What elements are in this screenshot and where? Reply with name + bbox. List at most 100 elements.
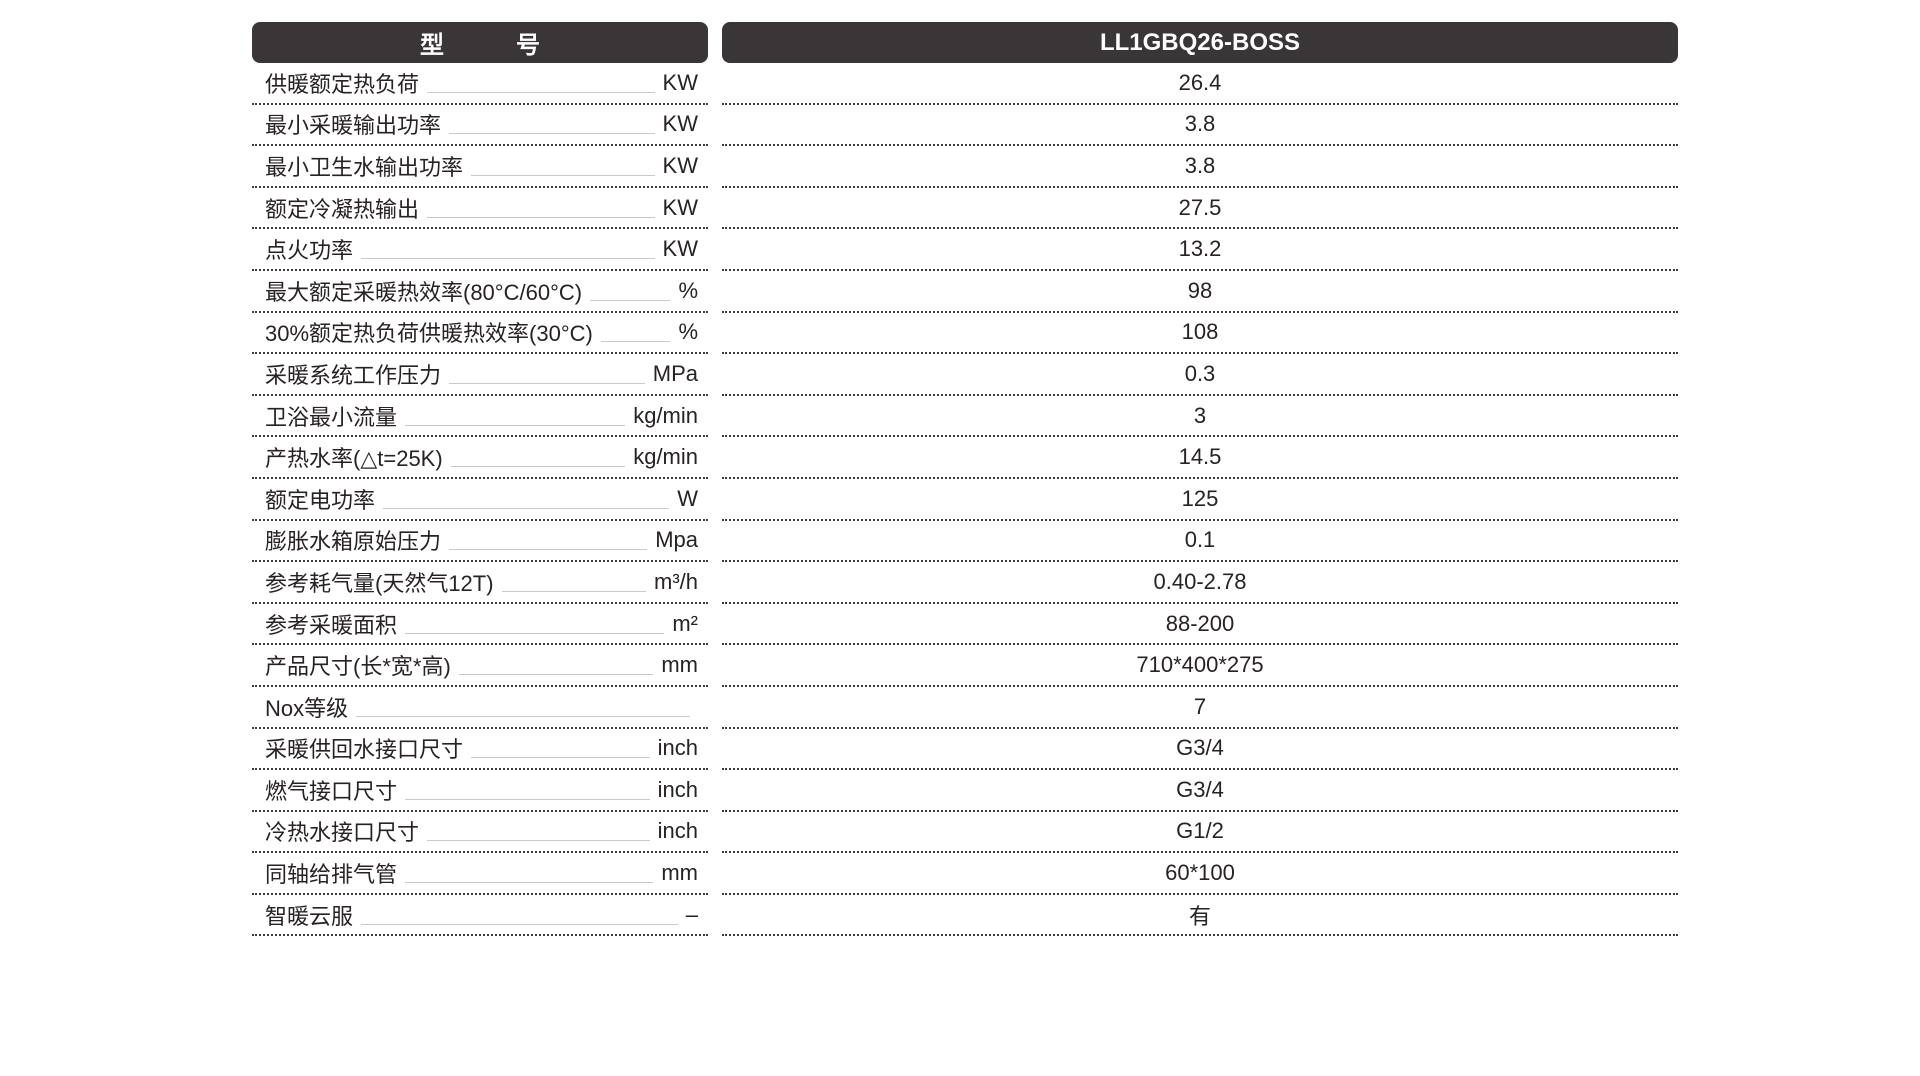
spec-label: 同轴给排气管 xyxy=(265,862,398,888)
spec-label: 冷热水接口尺寸 xyxy=(265,820,420,846)
spec-value: 0.40-2.78 xyxy=(1153,568,1247,594)
spec-unit: inch xyxy=(657,818,698,844)
spec-unit: KW xyxy=(662,111,698,137)
spec-unit: m² xyxy=(672,610,698,636)
spec-label: Nox等级 xyxy=(265,695,349,721)
spec-label: 最小采暖输出功率 xyxy=(265,113,442,139)
spec-labels-column: 型 号 供暖额定热负荷 KW 最小采暖输出功率 KW 最小卫生水输出功率 KW 额定冷凝热输… xyxy=(252,22,708,937)
spec-row-value: 14.5 xyxy=(722,437,1678,479)
spec-unit: % xyxy=(678,319,698,345)
spec-unit: inch xyxy=(657,776,698,802)
leader-line xyxy=(449,114,655,135)
spec-row-label: 采暖系统工作压力 MPa xyxy=(252,354,708,396)
spec-value: 14.5 xyxy=(1178,444,1222,470)
spec-row-value: 125 xyxy=(722,479,1678,521)
spec-label: 智暖云服 xyxy=(265,903,354,929)
leader-line xyxy=(471,738,650,759)
leader-line xyxy=(383,489,670,509)
spec-row-value: G1/2 xyxy=(722,812,1678,854)
spec-value: 7 xyxy=(1193,693,1207,719)
leader-line xyxy=(356,697,690,717)
leader-line xyxy=(427,198,655,218)
leader-line xyxy=(590,281,671,301)
leader-line xyxy=(471,156,655,176)
spec-unit: – xyxy=(685,901,698,927)
spec-row-label: 产品尺寸(长*宽*高) mm xyxy=(252,645,708,687)
spec-unit: inch xyxy=(657,735,698,761)
spec-row-label: 最小采暖输出功率 KW xyxy=(252,105,708,147)
spec-label: 点火功率 xyxy=(265,238,354,264)
spec-row-label: 产热水率(△t=25K) kg/min xyxy=(252,437,708,479)
spec-row-value: G3/4 xyxy=(722,770,1678,812)
model-header-label: 型 号 xyxy=(252,22,708,63)
spec-label: 额定冷凝热输出 xyxy=(265,196,420,222)
leader-line xyxy=(361,239,655,260)
spec-row-label: 采暖供回水接口尺寸 inch xyxy=(252,729,708,771)
spec-row-label: 供暖额定热负荷 KW xyxy=(252,63,708,105)
spec-row-label: 点火功率 KW xyxy=(252,229,708,271)
spec-row-value: 710*400*275 xyxy=(722,645,1678,687)
spec-row-label: Nox等级 xyxy=(252,687,708,729)
spec-value: 27.5 xyxy=(1178,194,1222,220)
leader-line xyxy=(458,655,654,676)
model-header-value: LL1GBQ26-BOSS xyxy=(722,22,1678,63)
spec-label: 采暖系统工作压力 xyxy=(265,362,442,388)
spec-row-value: 有 xyxy=(722,895,1678,937)
leader-line xyxy=(449,530,648,551)
spec-unit: KW xyxy=(662,152,698,178)
spec-label: 最大额定采暖热效率(80°C/60°C) xyxy=(265,279,583,305)
spec-row-value: G3/4 xyxy=(722,729,1678,771)
spec-row-value: 0.40-2.78 xyxy=(722,562,1678,604)
leader-line xyxy=(600,322,671,343)
spec-value: G1/2 xyxy=(1176,818,1224,844)
spec-unit: KW xyxy=(662,194,698,220)
spec-row-label: 参考耗气量(天然气12T) m³/h xyxy=(252,562,708,604)
leader-line xyxy=(405,780,650,800)
leader-line xyxy=(450,447,626,468)
spec-row-label: 最小卫生水输出功率 KW xyxy=(252,146,708,188)
spec-row-value: 98 xyxy=(722,271,1678,313)
spec-value: 710*400*275 xyxy=(1136,652,1264,678)
spec-label: 最小卫生水输出功率 xyxy=(265,154,464,180)
spec-row-label: 膨胀水箱原始压力 Mpa xyxy=(252,521,708,563)
spec-row-value: 27.5 xyxy=(722,188,1678,230)
leader-line xyxy=(361,905,678,925)
spec-row-value: 88-200 xyxy=(722,604,1678,646)
spec-value: 0.1 xyxy=(1184,527,1216,553)
spec-label: 卫浴最小流量 xyxy=(265,404,398,430)
spec-value: 88-200 xyxy=(1165,610,1235,636)
spec-label-rows: 供暖额定热负荷 KW 最小采暖输出功率 KW 最小卫生水输出功率 KW 额定冷凝热输出 KW 点… xyxy=(252,63,708,937)
leader-line xyxy=(405,863,654,884)
leader-line xyxy=(427,821,650,842)
spec-value-rows: 26.4 3.8 3.8 27.5 13.2 98 108 0.3 3 14.5 125 0.1 0.4… xyxy=(722,63,1678,937)
spec-unit: kg/min xyxy=(633,402,698,428)
leader-line xyxy=(405,406,626,426)
spec-row-value: 0.3 xyxy=(722,354,1678,396)
spec-row-value: 3.8 xyxy=(722,146,1678,188)
spec-row-label: 燃气接口尺寸 inch xyxy=(252,770,708,812)
spec-label: 燃气接口尺寸 xyxy=(265,778,398,804)
spec-unit: MPa xyxy=(652,360,698,386)
spec-unit: KW xyxy=(662,69,698,95)
spec-value: 3.8 xyxy=(1184,152,1216,178)
spec-label: 参考耗气量(天然气12T) xyxy=(265,570,494,596)
spec-row-label: 最大额定采暖热效率(80°C/60°C)% xyxy=(252,271,708,313)
spec-unit: mm xyxy=(661,652,698,678)
spec-row-label: 冷热水接口尺寸 inch xyxy=(252,812,708,854)
spec-table: 型 号 供暖额定热负荷 KW 最小采暖输出功率 KW 最小卫生水输出功率 KW 额定冷凝热输… xyxy=(252,22,1678,937)
spec-unit: KW xyxy=(662,236,698,262)
spec-values-column: LL1GBQ26-BOSS 26.4 3.8 3.8 27.5 13.2 98 108 0.3… xyxy=(722,22,1678,937)
spec-row-value: 13.2 xyxy=(722,229,1678,271)
spec-value: 3.8 xyxy=(1184,111,1216,137)
spec-row-value: 108 xyxy=(722,313,1678,355)
spec-row-value: 60*100 xyxy=(722,853,1678,895)
spec-row-label: 额定电功率 W xyxy=(252,479,708,521)
leader-line xyxy=(501,572,646,592)
spec-unit: kg/min xyxy=(633,444,698,470)
spec-row-label: 卫浴最小流量 kg/min xyxy=(252,396,708,438)
spec-label: 供暖额定热负荷 xyxy=(265,71,420,97)
spec-label: 膨胀水箱原始压力 xyxy=(265,529,442,555)
spec-value: 125 xyxy=(1181,485,1219,511)
spec-row-value: 7 xyxy=(722,687,1678,729)
spec-label: 额定电功率 xyxy=(265,487,376,513)
